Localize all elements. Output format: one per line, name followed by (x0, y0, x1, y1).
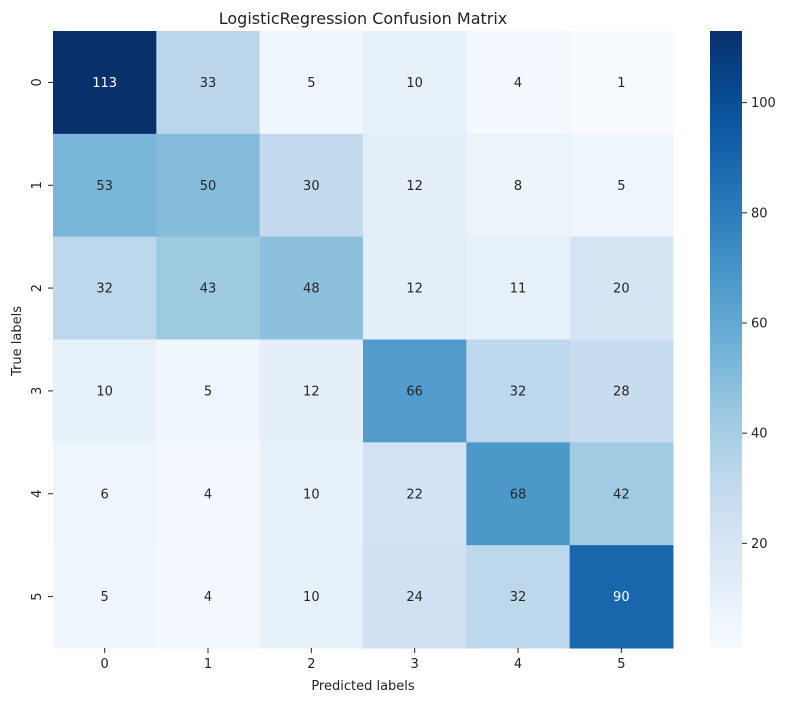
heatmap-cell (569, 133, 674, 238)
heatmap-cell (53, 442, 157, 546)
colorbar-tick-label: 20 (751, 537, 768, 552)
cell-value-label: 68 (510, 487, 527, 502)
cell-value-label: 10 (303, 590, 320, 605)
heatmap-cell (466, 442, 571, 546)
colorbar (710, 31, 742, 648)
x-tick-label: 5 (617, 657, 625, 672)
heatmap-cell (569, 236, 674, 340)
heatmap-cell (156, 133, 261, 238)
heatmap-cell (569, 545, 674, 649)
chart-title: LogisticRegression Confusion Matrix (219, 9, 508, 28)
cell-value-label: 32 (510, 384, 527, 399)
heatmap-cell (53, 545, 157, 649)
y-tick-label: 1 (30, 181, 45, 189)
heatmap-cell (156, 442, 261, 546)
colorbar-tick-label: 40 (751, 427, 768, 442)
cell-value-label: 24 (406, 590, 423, 605)
cell-value-label: 10 (303, 487, 320, 502)
heatmap-cell (53, 31, 157, 135)
heatmap-cell (466, 339, 571, 443)
y-tick-label: 2 (30, 284, 45, 292)
cell-value-label: 33 (200, 76, 217, 91)
cell-value-label: 5 (204, 384, 212, 399)
cell-value-label: 20 (613, 282, 630, 297)
heatmap-cell (259, 339, 364, 443)
heatmap-cell (466, 236, 571, 340)
heatmap-cell (156, 31, 261, 135)
cell-value-label: 43 (200, 282, 217, 297)
heatmap-cell (259, 236, 364, 340)
cell-value-label: 4 (514, 76, 522, 91)
cell-value-label: 42 (613, 487, 630, 502)
x-axis-label: Predicted labels (311, 679, 415, 694)
cell-value-label: 53 (96, 179, 113, 194)
cell-value-label: 32 (96, 282, 113, 297)
cell-value-label: 12 (406, 179, 423, 194)
cell-value-label: 22 (406, 487, 423, 502)
heatmap-cell-labels: 113 33 5 10 4 1 53 50 30 12 8 5 32 43 48 12 11 20 10 5 12 66 3… (92, 76, 629, 605)
cell-value-label: 4 (204, 487, 212, 502)
heatmap-cell (259, 442, 364, 546)
x-tick-label: 2 (307, 657, 315, 672)
heatmap-cell (363, 442, 467, 546)
cell-value-label: 50 (200, 179, 217, 194)
heatmap-cell (363, 545, 467, 649)
cell-value-label: 32 (510, 590, 527, 605)
heatmap-cell (156, 236, 261, 340)
heatmap-cell (363, 339, 467, 443)
heatmap-cell (156, 545, 261, 649)
cell-value-label: 4 (204, 590, 212, 605)
cell-value-label: 113 (92, 76, 117, 91)
cell-value-label: 11 (510, 282, 527, 297)
x-tick-label: 1 (204, 657, 212, 672)
y-tick-label: 3 (30, 387, 45, 395)
heatmap-cell (466, 133, 571, 238)
cell-value-label: 8 (514, 179, 522, 194)
cell-value-label: 90 (613, 590, 630, 605)
y-axis-ticks: 0 1 2 3 4 5 (30, 78, 53, 601)
cell-value-label: 6 (101, 487, 109, 502)
cell-value-label: 5 (307, 76, 315, 91)
cell-value-label: 5 (101, 590, 109, 605)
x-tick-label: 4 (514, 657, 522, 672)
colorbar-tick-label: 80 (751, 206, 768, 221)
colorbar-tick-label: 100 (751, 96, 776, 111)
cell-value-label: 48 (303, 282, 320, 297)
heatmap-cell (259, 545, 364, 649)
y-tick-label: 4 (30, 490, 45, 498)
cell-value-label: 10 (406, 76, 423, 91)
x-axis-ticks: 0 1 2 3 4 5 (101, 648, 625, 672)
heatmap-cell (363, 31, 467, 135)
heatmap-cell (466, 31, 571, 135)
heatmap-cells (53, 31, 674, 649)
cell-value-label: 66 (406, 384, 423, 399)
heatmap-cell (363, 133, 467, 238)
heatmap-cell (53, 236, 157, 340)
cell-value-label: 28 (613, 384, 630, 399)
heatmap-cell (156, 339, 261, 443)
heatmap-cell (53, 339, 157, 443)
cell-value-label: 1 (617, 76, 625, 91)
heatmap-cell (259, 31, 364, 135)
x-tick-label: 0 (101, 657, 109, 672)
heatmap-cell (259, 133, 364, 238)
y-tick-label: 0 (30, 78, 45, 86)
heatmap-cell (569, 339, 674, 443)
heatmap-cell (53, 133, 157, 238)
cell-value-label: 12 (303, 384, 320, 399)
cell-value-label: 10 (96, 384, 113, 399)
cell-value-label: 30 (303, 179, 320, 194)
colorbar-tick-label: 60 (751, 316, 768, 331)
heatmap-cell (466, 545, 571, 649)
heatmap-cell (569, 31, 674, 135)
cell-value-label: 5 (617, 179, 625, 194)
heatmap-cell (569, 442, 674, 546)
y-tick-label: 5 (30, 592, 45, 600)
x-tick-label: 3 (411, 657, 419, 672)
colorbar-ticks: 20 40 60 80 100 (742, 96, 776, 552)
y-axis-label: True labels (10, 306, 25, 377)
heatmap-cell (363, 236, 467, 340)
cell-value-label: 12 (406, 282, 423, 297)
